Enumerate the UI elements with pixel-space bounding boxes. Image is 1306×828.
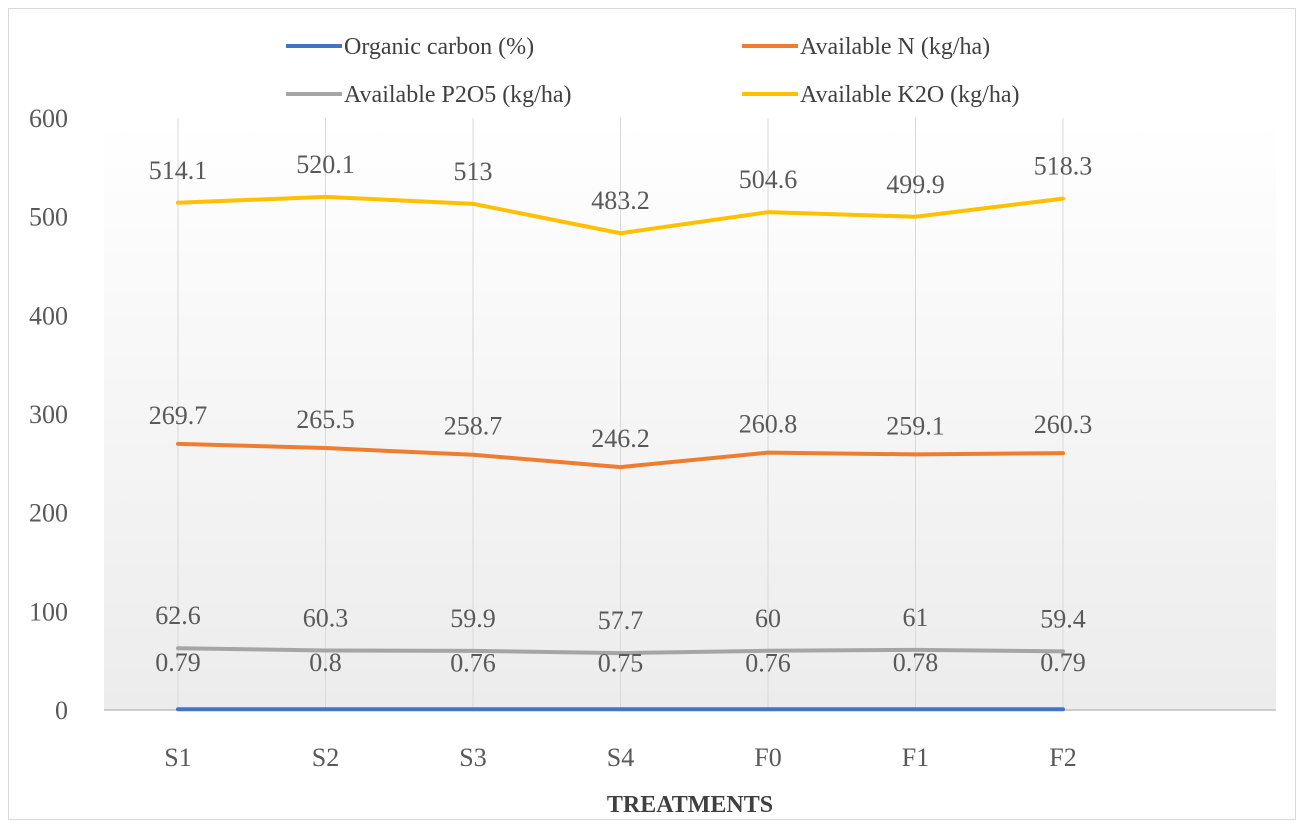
x-tick-label: F1 (902, 743, 929, 772)
legend-label: Organic carbon (%) (344, 34, 534, 60)
data-label: 60.3 (303, 604, 349, 633)
x-axis-title: TREATMENTS (607, 792, 773, 818)
series-line-2 (176, 646, 1065, 656)
legend-label: Available N (kg/ha) (800, 34, 990, 60)
data-label: 504.6 (739, 165, 798, 194)
x-tick-label: S2 (312, 743, 339, 772)
data-label: 520.1 (296, 150, 355, 179)
data-label: 483.2 (591, 186, 650, 215)
data-label: 0.79 (155, 648, 201, 677)
series-lines (176, 194, 1065, 712)
legend-label: Available K2O (kg/ha) (800, 82, 1019, 108)
data-label: 518.3 (1034, 152, 1093, 181)
x-tick-label: S3 (459, 743, 486, 772)
data-label: 514.1 (149, 156, 208, 185)
data-label: 0.75 (598, 648, 644, 677)
data-label: 57.7 (598, 606, 644, 635)
legend: Organic carbon (%) Available N (kg/ha) Ava… (286, 34, 1019, 108)
data-label: 62.6 (155, 601, 201, 630)
x-tick-label: S1 (164, 743, 191, 772)
data-label: 258.7 (444, 412, 503, 441)
y-tick-label: 400 (29, 301, 68, 330)
data-label: 0.79 (1040, 648, 1086, 677)
data-label: 60 (755, 604, 781, 633)
data-label: 0.76 (745, 648, 791, 677)
data-label: 260.8 (739, 410, 798, 439)
y-tick-label: 300 (29, 400, 68, 429)
x-axis-ticks: S1 S2 S3 S4 F0 F1 F2 (164, 743, 1076, 772)
y-tick-label: 0 (55, 696, 68, 725)
y-axis-ticks: 0 100 200 300 400 500 600 (29, 104, 68, 725)
x-tick-label: S4 (607, 743, 634, 772)
legend-label: Available P2O5 (kg/ha) (344, 82, 572, 108)
data-label: 59.9 (450, 604, 496, 633)
y-tick-label: 100 (29, 597, 68, 626)
data-label: 59.4 (1040, 604, 1086, 633)
x-tick-label: F2 (1049, 743, 1076, 772)
y-tick-label: 200 (29, 499, 68, 528)
data-label: 0.76 (450, 648, 496, 677)
data-label: 246.2 (591, 424, 650, 453)
data-label: 61 (903, 603, 929, 632)
data-label: 269.7 (149, 401, 208, 430)
series-line-3 (176, 194, 1065, 236)
data-label: 0.78 (893, 648, 939, 677)
y-tick-label: 600 (29, 104, 68, 133)
data-label: 513 (454, 157, 493, 186)
plot-area (104, 118, 1276, 710)
data-labels: 0.79 0.8 0.76 0.75 0.76 0.78 0.79 269.7 265.5 258… (149, 150, 1093, 677)
data-label: 0.8 (309, 648, 342, 677)
gridlines (177, 118, 1064, 710)
data-label: 499.9 (886, 170, 945, 199)
y-tick-label: 500 (29, 203, 68, 232)
series-line-1 (176, 441, 1065, 470)
x-tick-label: F0 (754, 743, 781, 772)
data-label: 260.3 (1034, 410, 1093, 439)
data-label: 259.1 (886, 411, 945, 440)
data-label: 265.5 (296, 405, 355, 434)
